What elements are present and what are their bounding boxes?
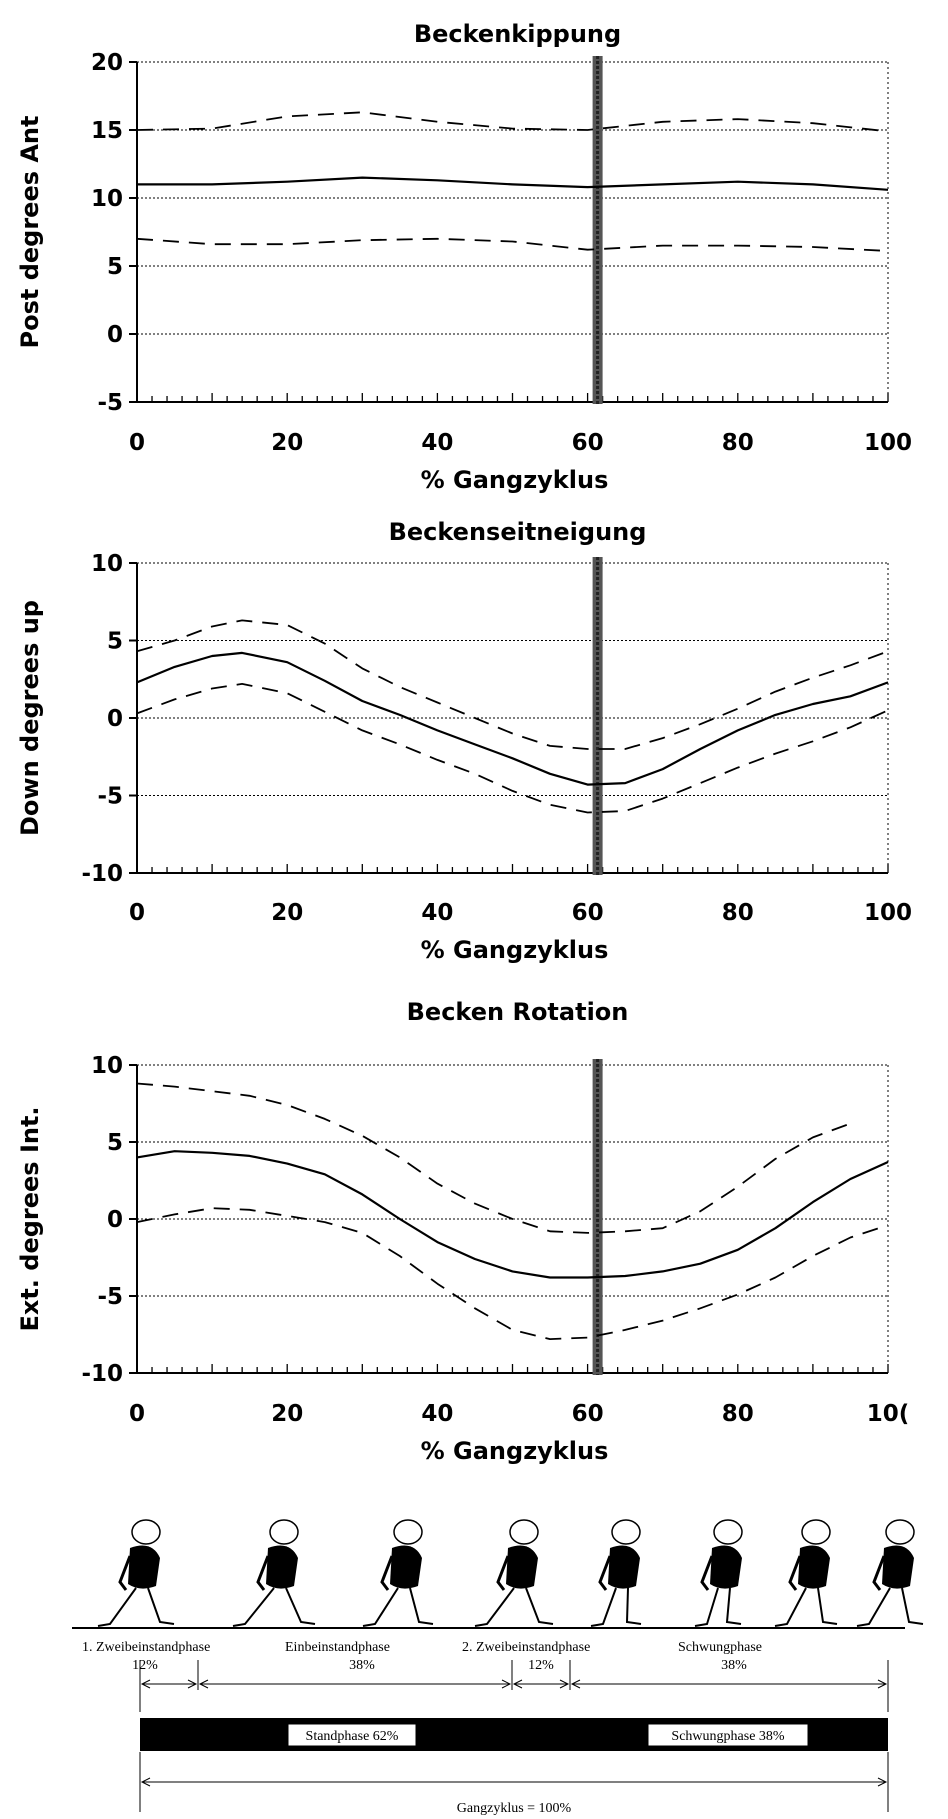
- y-tick-label: 5: [107, 254, 123, 280]
- y-tick-label: -5: [97, 390, 123, 416]
- phase-label-1: 1. Zweibeinstandphase: [82, 1640, 210, 1655]
- phase-label-2: Einbeinstandphase: [285, 1640, 390, 1655]
- toe-off-marker: [592, 557, 603, 875]
- x-tick-label: 60: [572, 900, 604, 926]
- walking-figure: [694, 1519, 743, 1627]
- chart-title: Beckenkippung: [414, 20, 621, 48]
- y-tick-label: 15: [91, 118, 123, 144]
- sd-band-line: [136, 111, 889, 133]
- phase-pct-4: 38%: [721, 1658, 747, 1673]
- x-tick-label: 80: [722, 1401, 754, 1427]
- x-tick-label: 40: [421, 430, 453, 456]
- mean-line: [136, 651, 889, 786]
- walking-figure: [774, 1519, 838, 1627]
- stance-box: [287, 1723, 417, 1747]
- x-tick-label: 0: [129, 1401, 145, 1427]
- phase-pct-1: 12%: [132, 1658, 158, 1673]
- sd-band-line: [136, 1082, 851, 1234]
- y-tick-label: 10: [91, 551, 123, 577]
- walking-figure: [232, 1519, 316, 1627]
- phase-label-4: Schwungphase: [678, 1640, 762, 1655]
- sd-band-line: [136, 237, 889, 252]
- phase-pct-2: 38%: [349, 1658, 375, 1673]
- sd-band-line: [136, 619, 889, 750]
- x-tick-label: 20: [271, 1401, 303, 1427]
- x-tick-label: 100: [864, 430, 912, 456]
- walking-figure: [856, 1519, 924, 1627]
- y-tick-label: 0: [107, 322, 123, 348]
- chart-title: Beckenseitneigung: [389, 518, 647, 546]
- walking-figure: [97, 1519, 175, 1627]
- x-tick-label: 80: [722, 900, 754, 926]
- x-tick-label: 0: [129, 900, 145, 926]
- y-tick-label: 5: [107, 1130, 123, 1156]
- swing-box: [647, 1723, 809, 1747]
- y-tick-label: 10: [91, 186, 123, 212]
- x-tick-label: 10(: [867, 1401, 910, 1427]
- x-tick-label: 20: [271, 900, 303, 926]
- y-tick-label: -5: [97, 1284, 123, 1310]
- y-tick-label: -10: [81, 861, 123, 887]
- y-tick-label: 5: [107, 629, 123, 655]
- y-tick-label: -10: [81, 1361, 123, 1387]
- x-tick-label: 20: [271, 430, 303, 456]
- walking-figure: [362, 1519, 434, 1627]
- stance-label: Standphase 62%: [306, 1729, 399, 1744]
- y-tick-label: 0: [107, 1207, 123, 1233]
- x-axis-label: % Gangzyklus: [421, 936, 609, 964]
- toe-off-marker: [592, 56, 603, 404]
- x-tick-label: 40: [421, 900, 453, 926]
- y-axis-label: Down degrees up: [16, 600, 44, 836]
- y-tick-label: 0: [107, 706, 123, 732]
- sd-band-line: [136, 683, 889, 814]
- phase-dividers: [139, 1660, 889, 1812]
- phase-arrows: [140, 1679, 888, 1787]
- x-axis-label: % Gangzyklus: [421, 1437, 609, 1465]
- mean-line: [137, 176, 889, 191]
- x-tick-label: 80: [722, 430, 754, 456]
- y-tick-label: -5: [97, 784, 123, 810]
- chart-title: Becken Rotation: [407, 998, 629, 1026]
- phase-label-3: 2. Zweibeinstandphase: [462, 1640, 590, 1655]
- phase-pct-3: 12%: [528, 1658, 554, 1673]
- walking-figure: [474, 1519, 554, 1627]
- y-axis-label: Ext. degrees Int.: [16, 1106, 44, 1331]
- swing-label: Schwungphase 38%: [671, 1729, 784, 1744]
- x-tick-label: 40: [421, 1401, 453, 1427]
- x-axis-label: % Gangzyklus: [421, 466, 609, 494]
- y-axis-label: Post degrees Ant: [16, 116, 44, 349]
- x-tick-label: 100: [864, 900, 912, 926]
- walking-figures-illustration: [72, 1519, 924, 1629]
- x-tick-label: 0: [129, 430, 145, 456]
- gait-cycle-label: Gangzyklus = 100%: [457, 1801, 572, 1816]
- x-tick-label: 60: [572, 430, 604, 456]
- y-tick-label: 20: [91, 50, 123, 76]
- mean-line: [136, 1150, 889, 1279]
- x-tick-label: 60: [572, 1401, 604, 1427]
- y-tick-label: 10: [91, 1053, 123, 1079]
- gait-phase-annotations: 1. Zweibeinstandphase Einbeinstandphase …: [82, 1640, 889, 1816]
- walking-figure: [590, 1519, 642, 1627]
